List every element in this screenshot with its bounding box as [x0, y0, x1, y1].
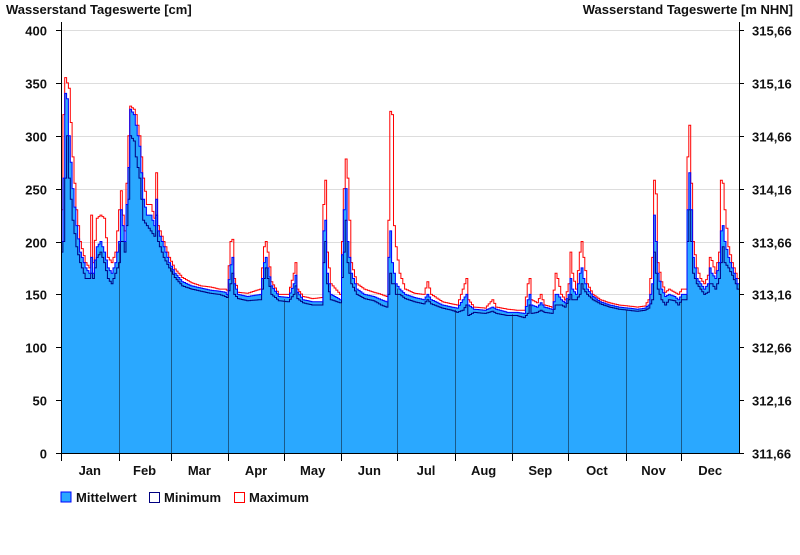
plot-area [61, 77, 739, 454]
x-tick-label-jun: Jun [358, 463, 381, 478]
x-tick-label-sep: Sep [528, 463, 552, 478]
x-tick-label-dec: Dec [698, 463, 722, 478]
x-tick-label-aug: Aug [471, 463, 496, 478]
y-tick-label-right: 312,66 [752, 341, 792, 356]
y-tick-label-left: 100 [25, 341, 47, 356]
y-tick-label-left: 50 [33, 394, 47, 409]
x-tick-label-nov: Nov [641, 463, 666, 478]
x-tick-label-apr: Apr [245, 463, 267, 478]
left-axis-title: Wasserstand Tageswerte [cm] [6, 2, 192, 17]
y-tick-label-right: 313,66 [752, 236, 792, 251]
y-tick-label-right: 313,16 [752, 288, 792, 303]
y-tick-label-left: 200 [25, 236, 47, 251]
y-tick-label-right: 315,16 [752, 77, 792, 92]
x-tick-label-feb: Feb [133, 463, 156, 478]
legend-swatch-minimum [149, 492, 160, 503]
y-tick-label-right: 314,16 [752, 183, 792, 198]
mittelwert-area [61, 93, 739, 454]
legend: Mittelwert Minimum Maximum [60, 490, 309, 505]
x-tick-label-mar: Mar [188, 463, 211, 478]
y-tick-label-right: 314,66 [752, 130, 792, 145]
y-tick-label-left: 350 [25, 77, 47, 92]
legend-swatch-maximum [234, 492, 245, 503]
right-axis-title: Wasserstand Tageswerte [m NHN] [583, 2, 793, 17]
x-tick-label-may: May [300, 463, 326, 478]
y-tick-label-left: 250 [25, 183, 47, 198]
x-tick-label-oct: Oct [586, 463, 608, 478]
y-tick-label-left: 0 [40, 447, 47, 462]
mittelwert-line [61, 92, 739, 314]
y-tick-label-right: 312,16 [752, 394, 792, 409]
y-tick-label-right: 311,66 [752, 447, 791, 462]
x-tick-label-jan: Jan [79, 463, 101, 478]
y-tick-label-left: 400 [25, 24, 47, 39]
y-tick-label-left: 300 [25, 130, 47, 145]
x-tick-label-jul: Jul [417, 463, 436, 478]
minimum-line [61, 135, 739, 319]
y-tick-label-left: 150 [25, 288, 47, 303]
axes: 0 311,66 50 312,16 100 312,66 150 313,16 200 313,… [25, 22, 792, 478]
legend-swatch-mittelwert [60, 491, 72, 503]
legend-label-mittelwert: Mittelwert [76, 490, 137, 505]
maximum-line [61, 77, 739, 311]
legend-label-maximum: Maximum [249, 490, 309, 505]
y-tick-label-right: 315,66 [752, 24, 792, 39]
legend-label-minimum: Minimum [164, 490, 221, 505]
